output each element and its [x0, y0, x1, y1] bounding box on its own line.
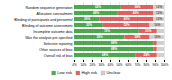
svg-text:12%: 12%: [156, 11, 162, 15]
svg-text:32%: 32%: [86, 23, 92, 27]
svg-text:20%: 20%: [89, 63, 95, 67]
svg-text:88%: 88%: [111, 41, 117, 45]
svg-text:Overall risk of bias: Overall risk of bias: [44, 54, 73, 58]
svg-text:52%: 52%: [124, 23, 130, 27]
svg-text:Random sequence generation: Random sequence generation: [26, 6, 73, 10]
svg-text:80%: 80%: [143, 63, 149, 67]
svg-text:40%: 40%: [107, 63, 113, 67]
svg-text:10%: 10%: [80, 63, 86, 67]
svg-text:90%: 90%: [152, 63, 158, 67]
svg-text:28%: 28%: [134, 35, 140, 39]
svg-text:40%: 40%: [133, 11, 139, 15]
svg-text:68%: 68%: [102, 53, 108, 57]
svg-text:Allocation concealment: Allocation concealment: [37, 12, 73, 16]
svg-text:30%: 30%: [98, 63, 104, 67]
svg-text:50%: 50%: [116, 63, 122, 67]
svg-text:High risk: High risk: [81, 70, 97, 75]
svg-text:36%: 36%: [134, 5, 140, 9]
svg-text:0%: 0%: [72, 63, 77, 67]
svg-text:52%: 52%: [95, 5, 101, 9]
svg-text:70%: 70%: [134, 63, 140, 67]
svg-text:16%: 16%: [154, 35, 160, 39]
svg-text:Blinding of outcome assessment: Blinding of outcome assessment: [22, 24, 72, 28]
svg-text:Incomplete outcome data: Incomplete outcome data: [33, 30, 72, 34]
svg-text:Unclear: Unclear: [106, 70, 120, 75]
svg-text:Selective reporting: Selective reporting: [44, 42, 73, 46]
svg-text:56%: 56%: [97, 35, 103, 39]
svg-text:88%: 88%: [111, 47, 117, 51]
svg-text:48%: 48%: [93, 11, 99, 15]
svg-text:20%: 20%: [145, 29, 151, 33]
svg-text:16%: 16%: [154, 23, 160, 27]
svg-text:Other sources of bias: Other sources of bias: [39, 48, 73, 52]
svg-text:12%: 12%: [156, 5, 162, 9]
svg-text:28%: 28%: [84, 17, 90, 21]
svg-text:24%: 24%: [143, 53, 149, 57]
svg-text:60%: 60%: [125, 63, 131, 67]
svg-text:Blinding of participants and p: Blinding of participants and personnel: [14, 18, 73, 22]
svg-text:Was the analysis pre-specified: Was the analysis pre-specified: [25, 36, 72, 40]
svg-text:Low risk: Low risk: [57, 70, 72, 75]
svg-text:100%: 100%: [161, 63, 169, 67]
svg-text:12%: 12%: [156, 17, 162, 21]
svg-text:72%: 72%: [104, 29, 110, 33]
svg-text:60%: 60%: [124, 17, 130, 21]
